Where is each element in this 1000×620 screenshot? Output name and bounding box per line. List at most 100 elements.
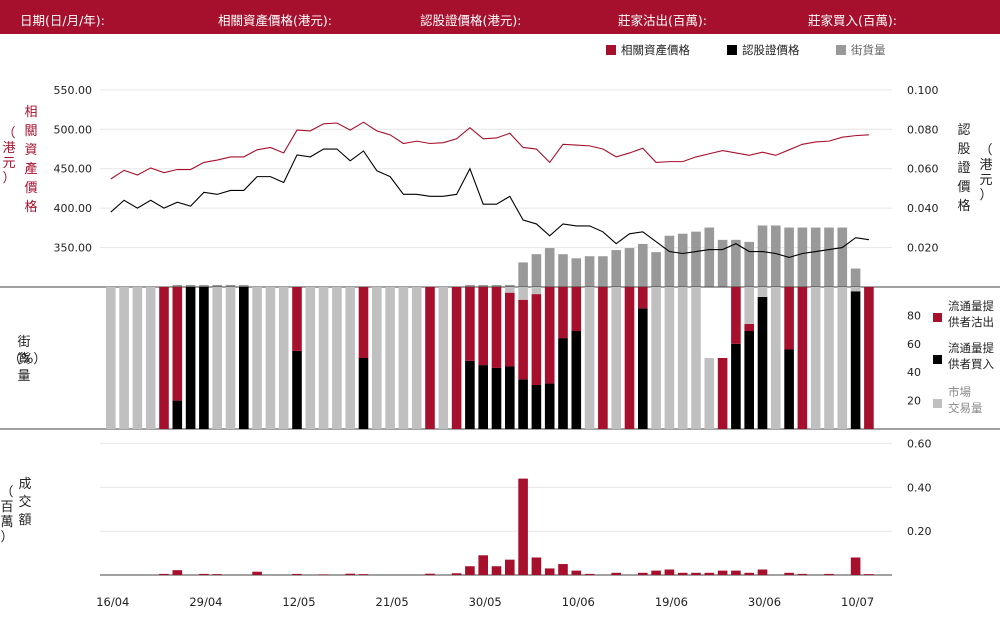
market-maker-buy-bar: [544, 383, 555, 429]
market-volume-bar: [278, 287, 289, 429]
market-volume-bar: [398, 287, 409, 429]
legend-label: 供者沽出: [948, 315, 994, 329]
warrant-chart: 550.00 500.00 450.00 400.00 350.00 0.100 0.080…: [0, 43, 1000, 609]
legend-swatch: [933, 313, 942, 322]
market-volume-bar: [505, 287, 515, 293]
market-volume-bar: [119, 287, 129, 429]
market-volume-bar: [584, 287, 595, 429]
bottom-axis-unit: （百萬）: [0, 485, 13, 545]
market-maker-buy-bar: [478, 365, 488, 429]
turnover-bar: [651, 570, 661, 575]
market-volume-bar: [106, 287, 116, 429]
market-maker-buy-bar: [505, 366, 515, 429]
market-maker-buy-bar: [558, 338, 568, 429]
x-tick-label: 21/05: [376, 595, 409, 609]
legend-label: 流通量提: [948, 299, 994, 313]
legend-swatch: [933, 399, 942, 408]
right-tick-label: 0.100: [907, 84, 939, 97]
turnover-bar: [611, 572, 621, 575]
outstanding-bar: [744, 241, 754, 287]
turnover-bar: [491, 566, 502, 575]
outstanding-bar: [491, 284, 502, 287]
middle-axis-title: 街貨量: [17, 335, 30, 384]
market-maker-sell-bar: [159, 287, 169, 429]
middle-tick-label: 80: [907, 309, 921, 322]
market-maker-buy-bar: [571, 331, 582, 429]
turnover-bar: [784, 572, 794, 575]
turnover-bar: [212, 574, 222, 575]
turnover-bar: [717, 570, 728, 575]
market-maker-sell-bar: [864, 287, 874, 429]
market-maker-sell-bar: [358, 287, 369, 358]
market-volume-bar: [212, 287, 222, 429]
turnover-bar: [518, 478, 528, 575]
turnover-bar: [571, 570, 582, 575]
x-tick-label: 10/06: [562, 595, 595, 609]
outstanding-bar: [704, 227, 715, 287]
outstanding-bar: [691, 231, 701, 287]
outstanding-bar: [239, 284, 249, 287]
middle-tick-label: 40: [907, 366, 921, 379]
market-maker-sell-bar: [571, 287, 582, 332]
market-volume-bar: [757, 287, 768, 297]
x-tick-label: 30/06: [748, 595, 781, 609]
outstanding-bar: [518, 262, 528, 287]
legend-label: 流通量提: [948, 341, 994, 355]
market-volume-bar: [744, 287, 754, 324]
market-volume-bar: [345, 287, 355, 429]
market-volume-bar: [132, 287, 143, 429]
x-tick-label: 10/07: [841, 595, 874, 609]
legend-label: 認股證價格: [742, 43, 800, 57]
market-volume-bar: [385, 287, 395, 429]
outstanding-bar: [664, 235, 675, 287]
bottom-tick-label: 0.60: [907, 438, 932, 451]
outstanding-bar: [212, 284, 222, 287]
market-maker-sell-bar: [478, 287, 488, 366]
market-volume-bar: [691, 287, 701, 429]
underlying-price-line: [110, 121, 869, 180]
outstanding-bar: [757, 225, 768, 287]
turnover-bar: [584, 573, 595, 575]
turnover-bar: [531, 557, 542, 575]
turnover-bar: [638, 572, 648, 575]
left-tick-label: 350.00: [54, 242, 93, 255]
market-volume-bar: [531, 287, 542, 295]
header-bar: 日期(日/月/年): 相關資產價格(港元): 認股證價格(港元): 莊家沽出(百…: [0, 0, 1000, 34]
market-volume-bar: [677, 287, 688, 429]
market-maker-sell-bar: [797, 287, 808, 429]
market-maker-sell-label: 莊家沽出(百萬):: [618, 13, 707, 28]
market-maker-buy-bar: [784, 349, 794, 429]
left-tick-label: 450.00: [54, 163, 93, 176]
market-maker-sell-bar: [624, 287, 635, 429]
right-axis-title: 認股證價格: [957, 122, 970, 214]
market-maker-buy-bar: [172, 400, 183, 429]
x-tick-label: 30/05: [469, 595, 502, 609]
legend-label: 供者買入: [948, 357, 994, 371]
turnover-bar: [731, 570, 741, 575]
outstanding-bar: [771, 225, 781, 287]
right-tick-label: 0.080: [907, 123, 939, 136]
outstanding-bar: [850, 268, 861, 287]
turnover-bar: [425, 573, 435, 575]
market-maker-buy-bar: [531, 384, 542, 429]
market-volume-bar: [145, 287, 156, 429]
turnover-bar: [864, 574, 874, 575]
turnover-bar: [292, 573, 302, 575]
legend-swatch: [727, 45, 737, 55]
x-tick-label: 29/04: [189, 595, 222, 609]
outstanding-bar: [558, 254, 568, 287]
turnover-bar: [664, 569, 675, 575]
market-volume-bar: [438, 287, 449, 429]
legend-swatch: [606, 45, 616, 55]
market-volume-bar: [265, 287, 276, 429]
outstanding-bar: [505, 284, 515, 287]
turnover-bar: [850, 557, 861, 575]
market-maker-buy-bar: [850, 291, 861, 429]
market-maker-sell-bar: [491, 287, 502, 368]
market-maker-sell-bar: [744, 323, 754, 332]
market-volume-bar: [318, 287, 329, 429]
market-maker-buy-bar: [491, 367, 502, 429]
market-maker-sell-bar: [451, 287, 462, 429]
bottom-tick-label: 0.20: [907, 525, 932, 538]
market-maker-buy-bar: [757, 296, 768, 429]
